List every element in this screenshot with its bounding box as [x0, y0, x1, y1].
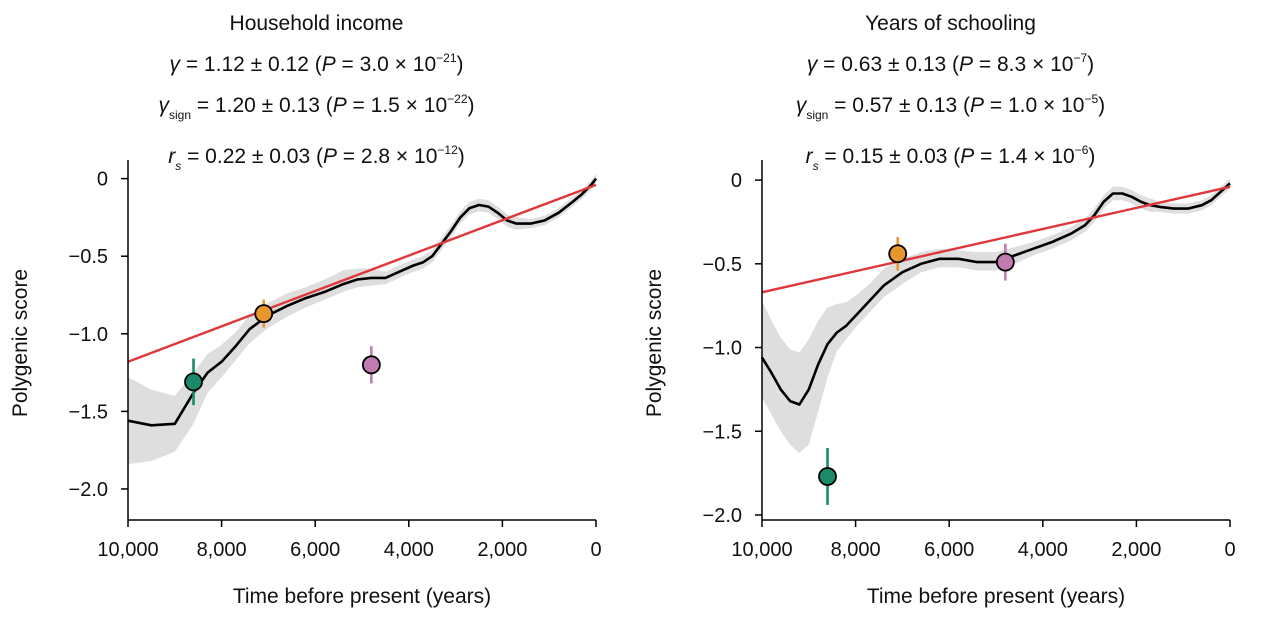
p-exponent: −5 — [1084, 92, 1099, 106]
chart-title: Years of schooling — [865, 12, 1036, 35]
x-tick-label: 0 — [590, 539, 601, 561]
chart-panel-household-income: Household income γ = 1.12 ± 0.12 (P = 3.… — [0, 0, 633, 622]
p-exponent: −21 — [436, 51, 457, 65]
p-exponent: −12 — [437, 143, 458, 157]
x-axis-label: Time before present (years) — [867, 585, 1125, 608]
x-tick-label: 8,000 — [197, 539, 247, 561]
chart-header: Household income γ = 1.12 ± 0.12 (P = 3.… — [0, 6, 633, 184]
y-tick-label: −0.5 — [69, 246, 108, 268]
rs-symbol: r — [805, 145, 813, 168]
y-tick-label: 0 — [97, 169, 108, 191]
rs-stat-line: rs = 0.15 ± 0.03 (P = 1.4 × 10−6) — [634, 133, 1267, 184]
gamma-symbol: γ — [806, 53, 818, 76]
data-point — [818, 467, 837, 486]
p-value: = 1.4 × 10 — [974, 145, 1075, 168]
x-tick-label: 10,000 — [97, 539, 158, 561]
x-tick-label: 6,000 — [924, 539, 974, 561]
chart-plot-household-income: 0 −0.5 −1.0 −1.5 −2.0 10,000 8,000 6,000 4,000 2,… — [9, 160, 602, 608]
p-exponent: −6 — [1074, 143, 1089, 157]
regression-line — [761, 185, 1231, 294]
rs-value: = 0.15 ± 0.03 ( — [818, 145, 961, 168]
y-tick-label: −1.5 — [69, 401, 108, 423]
p-symbol: P — [960, 145, 975, 168]
close-paren: ) — [457, 145, 465, 168]
regression-line — [127, 183, 597, 363]
y-tick-label: −2.0 — [703, 505, 742, 527]
x-tick-label: 4,000 — [1018, 539, 1068, 561]
p-symbol: P — [332, 94, 347, 117]
rs-symbol: r — [168, 145, 176, 168]
p-value: = 2.8 × 10 — [336, 145, 438, 168]
gamma-sign-stat-line: γsign = 0.57 ± 0.13 (P = 1.0 × 10−5) — [634, 82, 1267, 133]
data-point — [361, 355, 381, 375]
chart-header: Years of schooling γ = 0.63 ± 0.13 (P = … — [634, 6, 1267, 184]
p-value: = 3.0 × 10 — [335, 53, 437, 76]
data-point — [254, 304, 274, 324]
smoothed-trend-line — [760, 182, 1231, 406]
y-axis-label: Polygenic score — [9, 269, 32, 417]
chart-panel-years-of-schooling: Years of schooling γ = 0.63 ± 0.13 (P = … — [634, 0, 1267, 622]
y-tick-label: −2.0 — [69, 479, 108, 501]
close-paren: ) — [467, 94, 475, 117]
y-tick-label: −1.0 — [703, 338, 742, 360]
y-tick-label: −1.0 — [69, 324, 108, 346]
close-paren: ) — [1087, 53, 1095, 76]
p-symbol: P — [959, 53, 974, 76]
close-paren: ) — [456, 53, 464, 76]
x-tick-label: 8,000 — [831, 539, 881, 561]
confidence-band — [762, 178, 1230, 453]
p-symbol: P — [321, 53, 336, 76]
rs-subscript: s — [175, 159, 182, 173]
gamma-subscript: sign — [168, 108, 191, 122]
x-axis-label: Time before present (years) — [233, 585, 491, 608]
p-symbol: P — [970, 94, 985, 117]
gamma-symbol: γ — [795, 94, 807, 117]
x-tick-label: 2,000 — [1111, 539, 1161, 561]
gamma-stat-line: γ = 1.12 ± 0.12 (P = 3.0 × 10−21) — [0, 41, 633, 82]
gamma-value: = 0.63 ± 0.13 ( — [817, 53, 960, 76]
y-tick-label: −1.5 — [703, 421, 742, 443]
gamma-subscript: sign — [806, 108, 829, 122]
p-exponent: −22 — [447, 92, 468, 106]
smoothed-trend-line — [127, 177, 598, 427]
chart-title: Household income — [229, 12, 404, 35]
confidence-band — [128, 174, 596, 465]
rs-subscript: s — [812, 159, 819, 173]
p-exponent: −7 — [1073, 51, 1088, 65]
gamma-sign-value: = 0.57 ± 0.13 ( — [828, 94, 971, 117]
gamma-sign-stat-line: γsign = 1.20 ± 0.13 (P = 1.5 × 10−22) — [0, 82, 633, 133]
gamma-symbol: γ — [158, 94, 169, 117]
data-point — [995, 252, 1015, 272]
rs-stat-line: rs = 0.22 ± 0.03 (P = 2.8 × 10−12) — [0, 133, 633, 184]
gamma-stat-line: γ = 0.63 ± 0.13 (P = 8.3 × 10−7) — [634, 41, 1267, 82]
gamma-symbol: γ — [169, 53, 181, 76]
x-tick-label: 10,000 — [731, 539, 792, 561]
p-value: = 8.3 × 10 — [973, 53, 1074, 76]
p-symbol: P — [322, 145, 337, 168]
chart-plot-years-of-schooling: 0 −0.5 −1.0 −1.5 −2.0 10,000 8,000 6,000 4,000 2,… — [643, 160, 1236, 608]
p-value: = 1.0 × 10 — [984, 94, 1085, 117]
x-tick-label: 6,000 — [290, 539, 340, 561]
close-paren: ) — [1098, 94, 1106, 117]
y-axis-label: Polygenic score — [643, 269, 666, 417]
data-point — [184, 372, 203, 392]
close-paren: ) — [1088, 145, 1096, 168]
x-tick-label: 4,000 — [384, 539, 434, 561]
data-point — [888, 244, 908, 264]
p-value: = 1.5 × 10 — [346, 94, 448, 117]
y-tick-label: 0 — [731, 170, 742, 192]
rs-value: = 0.22 ± 0.03 ( — [181, 145, 323, 168]
gamma-value: = 1.12 ± 0.12 ( — [180, 53, 322, 76]
x-tick-label: 0 — [1224, 539, 1235, 561]
x-tick-label: 2,000 — [477, 539, 527, 561]
gamma-sign-value: = 1.20 ± 0.13 ( — [191, 94, 333, 117]
y-tick-label: −0.5 — [703, 254, 742, 276]
